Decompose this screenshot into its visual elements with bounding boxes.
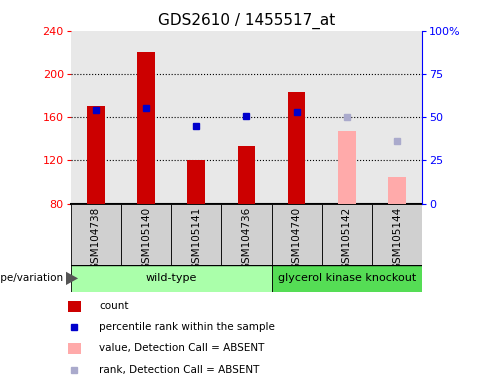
Bar [71, 265, 271, 292]
Text: rank, Detection Call = ABSENT: rank, Detection Call = ABSENT [99, 364, 260, 375]
Text: count: count [99, 301, 128, 311]
Bar [288, 92, 305, 204]
Bar [372, 204, 422, 265]
Bar [238, 146, 255, 204]
Bar [68, 301, 81, 311]
Bar [87, 106, 104, 204]
Bar [137, 52, 155, 204]
Bar [271, 265, 422, 292]
Text: genotype/variation: genotype/variation [0, 273, 63, 283]
Text: glycerol kinase knockout: glycerol kinase knockout [278, 273, 416, 283]
Text: GSM104736: GSM104736 [242, 207, 251, 270]
Polygon shape [66, 272, 78, 285]
Text: GSM105142: GSM105142 [342, 207, 352, 270]
Text: GSM105140: GSM105140 [141, 207, 151, 270]
Text: GSM104738: GSM104738 [91, 207, 101, 270]
Bar [388, 177, 406, 204]
Text: GSM105144: GSM105144 [392, 207, 402, 270]
Bar [68, 343, 81, 354]
Title: GDS2610 / 1455517_at: GDS2610 / 1455517_at [158, 13, 335, 29]
Bar [187, 161, 205, 204]
Bar [121, 204, 171, 265]
Text: percentile rank within the sample: percentile rank within the sample [99, 322, 275, 333]
Text: value, Detection Call = ABSENT: value, Detection Call = ABSENT [99, 343, 264, 354]
Text: GSM104740: GSM104740 [292, 207, 302, 270]
Text: wild-type: wild-type [145, 273, 197, 283]
Bar [71, 204, 121, 265]
Bar [338, 131, 356, 204]
Bar [171, 204, 222, 265]
Text: GSM105141: GSM105141 [191, 207, 201, 270]
Bar [271, 204, 322, 265]
Bar [322, 204, 372, 265]
Bar [222, 204, 271, 265]
